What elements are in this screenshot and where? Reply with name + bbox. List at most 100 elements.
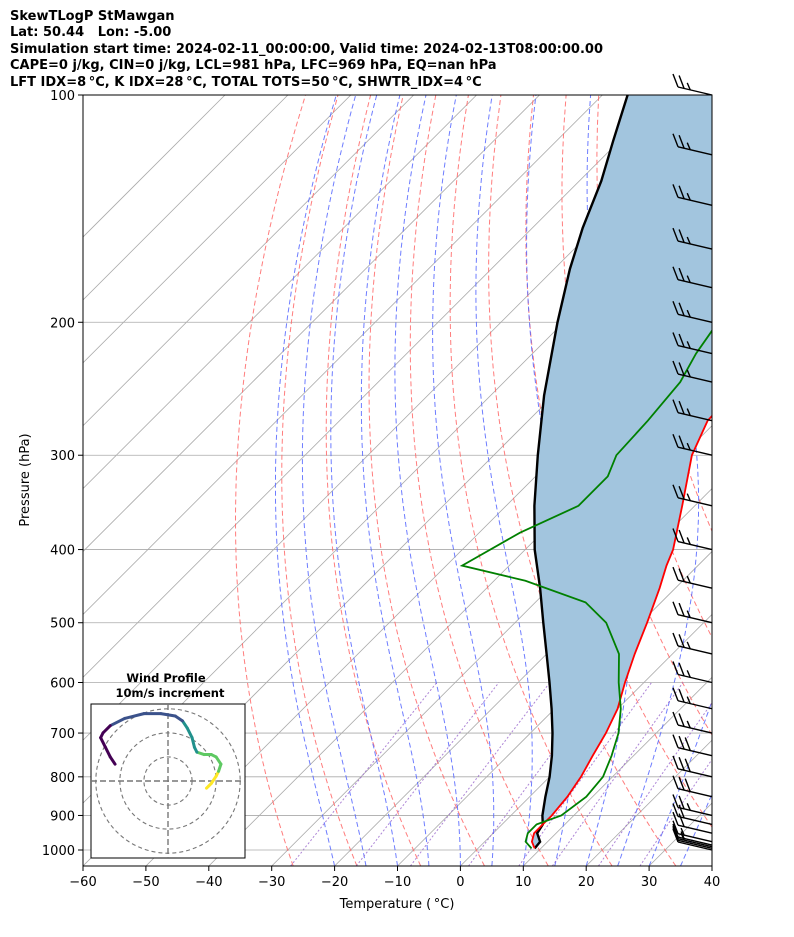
isotherm-line <box>711 865 712 866</box>
wind-barb <box>672 820 713 843</box>
isotherm-line <box>271 425 712 866</box>
y-tick-label: 100 <box>50 89 75 104</box>
x-axis-label: Temperature ( °C) <box>339 897 455 912</box>
x-tick-label: −40 <box>195 875 222 890</box>
profiles <box>459 95 712 850</box>
dry-adiabat <box>409 95 549 866</box>
moist-adiabat <box>475 95 533 866</box>
temperature-profile-line <box>530 414 712 849</box>
moist-adiabat <box>274 95 337 866</box>
wind-barb <box>672 687 713 710</box>
hodograph-segment <box>103 745 112 759</box>
parcel-profile-line <box>533 95 629 850</box>
hodograph-segment <box>159 712 177 718</box>
wind-barb <box>672 266 713 289</box>
moist-adiabat <box>648 699 712 866</box>
wind-barb <box>672 433 713 456</box>
dry-adiabat <box>325 95 422 866</box>
hodograph-title: Wind Profile <box>126 671 206 685</box>
x-tick-label: −30 <box>258 875 285 890</box>
wind-barb <box>672 528 713 551</box>
dry-adiabat <box>449 95 613 866</box>
x-tick-label: 30 <box>641 875 658 890</box>
y-tick-label: 600 <box>50 677 75 692</box>
moist-adiabat <box>394 95 461 866</box>
moist-adiabat <box>711 864 712 866</box>
isotherm-line <box>83 95 666 678</box>
x-tick-label: −50 <box>132 875 159 890</box>
x-tick-label: 0 <box>456 875 464 890</box>
y-tick-label: 800 <box>50 771 75 786</box>
y-tick-label: 500 <box>50 617 75 632</box>
hodograph-segment <box>108 755 117 766</box>
x-tick-label: 40 <box>704 875 721 890</box>
axis-ticks: −60 −50 −40 −30 −20 −10 0 10 20 30 40 1000 900 800 700… <box>42 89 720 890</box>
isotherm-line <box>397 550 712 866</box>
wind-barb <box>672 133 713 156</box>
wind-barb <box>672 227 713 250</box>
isotherm-line <box>83 95 226 238</box>
dry-adiabat <box>368 95 485 866</box>
moist-adiabat <box>680 792 712 866</box>
cin-cape-area <box>531 95 712 849</box>
x-tick-label: −20 <box>321 875 348 890</box>
y-tick-label: 1000 <box>42 844 75 859</box>
moist-adiabat <box>617 95 700 866</box>
wind-barb <box>672 811 713 834</box>
wind-barb <box>672 803 713 826</box>
isotherm-line <box>145 299 712 866</box>
isotherm-line <box>334 488 712 866</box>
mixing-ratio-line <box>597 701 712 866</box>
x-tick-label: 20 <box>578 875 595 890</box>
moist-adiabat <box>526 95 579 866</box>
wind-barb <box>672 301 713 323</box>
wind-barb <box>672 661 713 684</box>
hodograph-segment <box>108 716 127 728</box>
cape-shading <box>531 95 712 849</box>
mixing-ratio-line <box>551 682 684 866</box>
wind-barb <box>672 632 713 655</box>
wind-barb <box>672 399 713 422</box>
x-tick-label: −10 <box>384 875 411 890</box>
isotherm-line <box>523 676 712 866</box>
hodograph-segment <box>185 726 194 740</box>
isotherm-line <box>83 95 603 615</box>
moist-adiabat <box>432 95 495 866</box>
dry-adiabat <box>729 95 794 866</box>
moist-adiabat <box>360 95 430 866</box>
y-tick-label: 200 <box>50 316 75 331</box>
wind-barb <box>672 332 713 355</box>
wind-barb <box>672 734 713 757</box>
dry-adiabat <box>281 95 358 866</box>
wind-barb <box>672 184 713 207</box>
isotherm-line <box>83 95 477 490</box>
isotherm-line <box>775 95 794 866</box>
isotherm-line <box>83 95 289 301</box>
chart-header: SkewTLogP StMawgan Lat: 50.44 Lon: -5.00 S… <box>10 9 603 91</box>
hodograph: Wind Profile 10m/s increment <box>90 671 246 859</box>
hodograph-segment <box>101 724 112 735</box>
wind-barbs <box>672 73 713 851</box>
wind-barb <box>672 484 713 507</box>
wind-barb <box>672 566 713 589</box>
wind-barb <box>672 601 713 624</box>
wind-barb <box>672 755 713 778</box>
hodograph-segment <box>99 736 107 749</box>
dry-adiabat <box>235 95 306 866</box>
isotherm-line <box>83 95 540 553</box>
hodograph-subtitle: 10m/s increment <box>116 686 225 700</box>
dewpoint-profile-line <box>459 329 712 849</box>
dry-adiabat <box>762 95 794 866</box>
y-tick-label: 300 <box>50 449 75 464</box>
hodograph-segment <box>190 736 196 749</box>
isotherm-line <box>83 95 352 364</box>
stability-indices-2: LFT IDX=8 °C, K IDX=28 °C, TOTAL TOTS=50… <box>10 74 482 90</box>
x-tick-label: −60 <box>69 875 96 890</box>
mixing-ratio-line <box>639 758 712 866</box>
wind-barb <box>672 73 713 96</box>
station-location: Lat: 50.44 Lon: -5.00 <box>10 25 172 41</box>
hodograph-segment <box>123 712 146 720</box>
mixing-ratio-line <box>290 682 438 866</box>
mixing-ratio-line <box>409 682 551 866</box>
